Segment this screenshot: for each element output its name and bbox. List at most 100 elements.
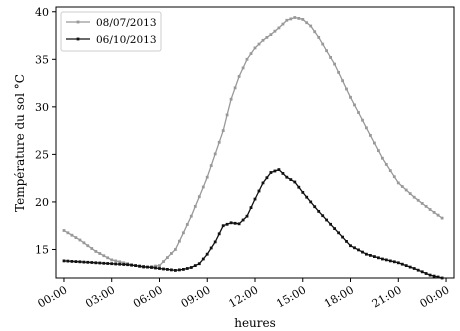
data-point xyxy=(197,195,201,199)
data-point xyxy=(396,261,400,265)
data-point xyxy=(233,221,237,225)
data-point xyxy=(74,236,78,239)
x-tick-label: 03:00 xyxy=(83,283,117,310)
series-1 xyxy=(62,16,444,269)
data-point xyxy=(333,62,336,66)
data-point xyxy=(189,266,193,269)
data-point xyxy=(281,172,285,175)
data-point xyxy=(229,97,233,101)
data-point xyxy=(297,185,301,189)
data-point xyxy=(269,33,273,36)
legend-entry-label: 06/10/2013 xyxy=(96,34,157,46)
data-point xyxy=(436,275,440,279)
data-point xyxy=(309,24,313,28)
y-tick-label: 20 xyxy=(35,196,49,209)
y-tick-label: 25 xyxy=(35,148,49,161)
data-point xyxy=(94,261,98,265)
data-point xyxy=(353,103,356,107)
series-layer xyxy=(62,16,444,280)
data-point xyxy=(357,111,360,114)
data-point xyxy=(221,129,225,132)
data-point xyxy=(357,248,360,252)
data-point xyxy=(201,185,205,189)
data-point xyxy=(142,265,145,268)
data-point xyxy=(384,258,388,262)
data-point xyxy=(321,42,325,46)
data-point xyxy=(420,270,424,274)
data-point xyxy=(158,264,161,267)
data-point xyxy=(82,260,86,264)
data-point xyxy=(217,232,221,236)
data-point xyxy=(305,195,309,199)
data-point xyxy=(241,218,245,222)
data-point xyxy=(341,235,344,239)
data-point xyxy=(297,17,301,20)
data-point xyxy=(436,213,440,217)
data-point xyxy=(225,113,229,117)
data-point xyxy=(62,259,66,263)
data-point xyxy=(221,224,225,228)
data-point xyxy=(166,268,169,271)
data-point xyxy=(118,262,122,266)
data-point xyxy=(349,244,352,248)
data-point xyxy=(98,252,102,255)
x-tick-label: 12:00 xyxy=(227,283,261,310)
data-point xyxy=(365,252,368,256)
data-point xyxy=(317,210,321,213)
data-point xyxy=(400,262,404,266)
legend: 08/07/2013 06/10/2013 xyxy=(60,11,162,52)
data-point xyxy=(337,71,340,74)
data-point xyxy=(265,176,269,180)
data-point xyxy=(182,268,185,271)
data-point xyxy=(237,222,241,226)
data-point xyxy=(293,16,297,19)
data-point xyxy=(273,169,277,173)
data-point xyxy=(341,79,344,83)
data-point xyxy=(174,248,177,251)
y-axis: 15 20 25 30 35 40 xyxy=(35,6,56,256)
x-tick-label: 15:00 xyxy=(274,283,308,310)
data-point xyxy=(225,222,229,226)
data-point xyxy=(361,250,364,254)
data-point xyxy=(114,262,118,266)
data-point xyxy=(416,198,420,202)
data-point xyxy=(86,260,90,264)
data-point xyxy=(277,168,281,171)
data-point xyxy=(66,259,70,263)
data-point xyxy=(277,26,281,30)
x-axis-label: heures xyxy=(234,316,276,330)
data-point xyxy=(420,202,424,205)
data-point xyxy=(62,229,66,232)
data-point xyxy=(329,56,332,59)
data-point xyxy=(265,36,269,39)
data-point xyxy=(253,197,257,201)
data-point xyxy=(305,21,309,25)
data-point xyxy=(102,261,106,265)
data-point xyxy=(392,260,396,264)
data-point xyxy=(162,260,165,263)
data-point xyxy=(337,231,340,235)
data-point xyxy=(70,233,74,237)
data-point xyxy=(249,52,253,55)
data-point xyxy=(245,214,249,218)
data-point xyxy=(440,216,444,220)
data-point xyxy=(201,257,205,261)
data-point xyxy=(197,262,201,266)
data-point xyxy=(408,192,412,195)
data-point xyxy=(130,263,133,267)
data-point xyxy=(78,260,82,264)
data-point xyxy=(70,260,74,263)
data-point xyxy=(404,264,408,267)
data-point xyxy=(424,272,428,275)
data-point xyxy=(293,180,297,184)
data-point xyxy=(329,222,332,226)
data-point xyxy=(189,214,193,218)
data-point xyxy=(289,178,293,181)
series-line xyxy=(63,16,443,269)
data-point xyxy=(102,254,106,258)
x-tick-label: 06:00 xyxy=(131,283,165,310)
data-point xyxy=(285,175,289,179)
data-point xyxy=(408,265,412,269)
data-point xyxy=(78,238,82,242)
data-point xyxy=(345,87,348,91)
